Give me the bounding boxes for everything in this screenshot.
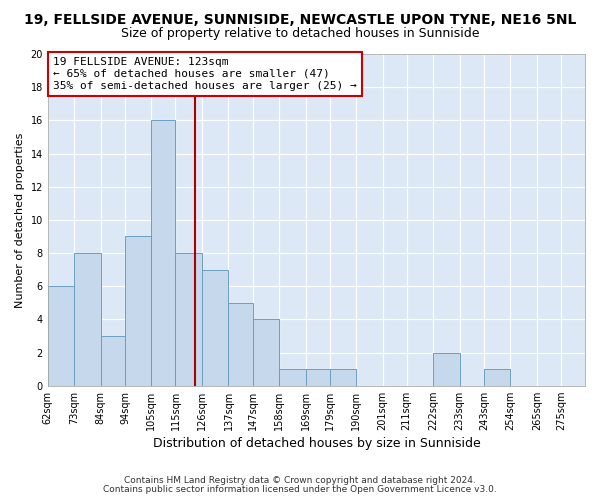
Bar [175,253,202,386]
Bar [253,320,279,386]
Text: Contains HM Land Registry data © Crown copyright and database right 2024.: Contains HM Land Registry data © Crown c… [124,476,476,485]
Bar [329,369,356,386]
Bar [202,270,229,386]
Bar [74,253,101,386]
Bar [101,336,125,386]
Bar [229,303,253,386]
Text: Contains public sector information licensed under the Open Government Licence v3: Contains public sector information licen… [103,485,497,494]
Y-axis label: Number of detached properties: Number of detached properties [15,132,25,308]
Text: Size of property relative to detached houses in Sunniside: Size of property relative to detached ho… [121,28,479,40]
Text: 19 FELLSIDE AVENUE: 123sqm
← 65% of detached houses are smaller (47)
35% of semi: 19 FELLSIDE AVENUE: 123sqm ← 65% of deta… [53,58,357,90]
X-axis label: Distribution of detached houses by size in Sunniside: Distribution of detached houses by size … [152,437,480,450]
Text: 19, FELLSIDE AVENUE, SUNNISIDE, NEWCASTLE UPON TYNE, NE16 5NL: 19, FELLSIDE AVENUE, SUNNISIDE, NEWCASTL… [24,12,576,26]
Bar [305,369,329,386]
Bar [279,369,305,386]
Bar [48,286,74,386]
Bar [125,236,151,386]
Bar [484,369,511,386]
Bar [433,352,460,386]
Bar [151,120,175,386]
